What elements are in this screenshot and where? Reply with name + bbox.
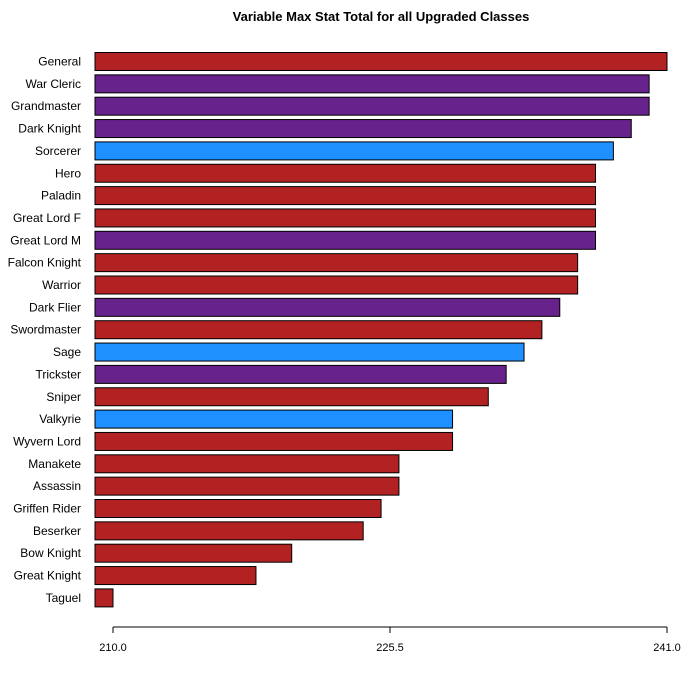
x-axis: 210.0 225.5 241.0 <box>99 626 681 654</box>
bar-grandmaster <box>94 96 650 116</box>
category-label-great-lord-f: Great Lord F <box>13 211 81 225</box>
bar-taguel <box>94 588 114 608</box>
category-label-trickster: Trickster <box>35 367 81 381</box>
category-label-wyvern-lord: Wyvern Lord <box>13 434 81 448</box>
bar-valkyrie <box>94 409 454 429</box>
category-label-general: General <box>38 55 81 69</box>
bar-general <box>94 52 668 71</box>
bar-sniper <box>94 387 489 407</box>
category-label-grandmaster: Grandmaster <box>11 99 81 113</box>
category-label-warrior: Warrior <box>42 278 81 292</box>
category-label-great-knight: Great Knight <box>14 569 82 583</box>
bar-sorcerer <box>94 141 614 161</box>
bar-trickster <box>94 364 507 384</box>
bar-dark-knight <box>94 119 632 139</box>
bar-manakete <box>94 454 400 474</box>
bar-great-lord-m <box>94 230 597 250</box>
bar-sage <box>94 342 525 362</box>
category-labels: General War Cleric Grandmaster Dark Knight S… <box>8 55 82 605</box>
category-label-beserker: Beserker <box>33 524 81 538</box>
bar-paladin <box>94 186 597 206</box>
bar-dark-flier <box>94 297 561 317</box>
category-label-sorcerer: Sorcerer <box>35 144 81 158</box>
bar-bow-knight <box>94 543 293 563</box>
bar-swordmaster <box>94 320 543 340</box>
bar-wyvern-lord <box>94 431 454 451</box>
x-tick-label: 225.5 <box>376 642 404 654</box>
bar-war-cleric <box>94 74 650 94</box>
category-label-dark-flier: Dark Flier <box>29 300 81 314</box>
bar-beserker <box>94 521 364 541</box>
bar-hero <box>94 163 597 183</box>
category-label-paladin: Paladin <box>41 189 81 203</box>
bar-great-lord-f <box>94 208 597 228</box>
category-label-war-cleric: War Cleric <box>25 77 81 91</box>
bar-falcon-knight <box>94 253 579 273</box>
bars-group <box>94 52 668 608</box>
chart-title: Variable Max Stat Total for all Upgraded… <box>233 9 530 24</box>
category-label-taguel: Taguel <box>46 591 81 605</box>
bar-assassin <box>94 476 400 496</box>
category-label-assassin: Assassin <box>33 479 81 493</box>
category-label-sniper: Sniper <box>46 390 81 404</box>
bar-griffen-rider <box>94 499 382 518</box>
category-label-falcon-knight: Falcon Knight <box>8 256 82 270</box>
bar-great-knight <box>94 566 257 586</box>
category-label-great-lord-m: Great Lord M <box>10 233 81 247</box>
bar-warrior <box>94 275 579 295</box>
category-label-swordmaster: Swordmaster <box>10 323 81 337</box>
x-tick-label: 210.0 <box>99 642 127 654</box>
category-label-hero: Hero <box>55 166 81 180</box>
category-label-dark-knight: Dark Knight <box>18 122 81 136</box>
category-label-sage: Sage <box>53 345 81 359</box>
category-label-griffen-rider: Griffen Rider <box>13 502 81 516</box>
category-label-bow-knight: Bow Knight <box>20 546 81 560</box>
x-tick-label: 241.0 <box>653 642 681 654</box>
category-label-valkyrie: Valkyrie <box>39 412 81 426</box>
category-label-manakete: Manakete <box>28 457 81 471</box>
